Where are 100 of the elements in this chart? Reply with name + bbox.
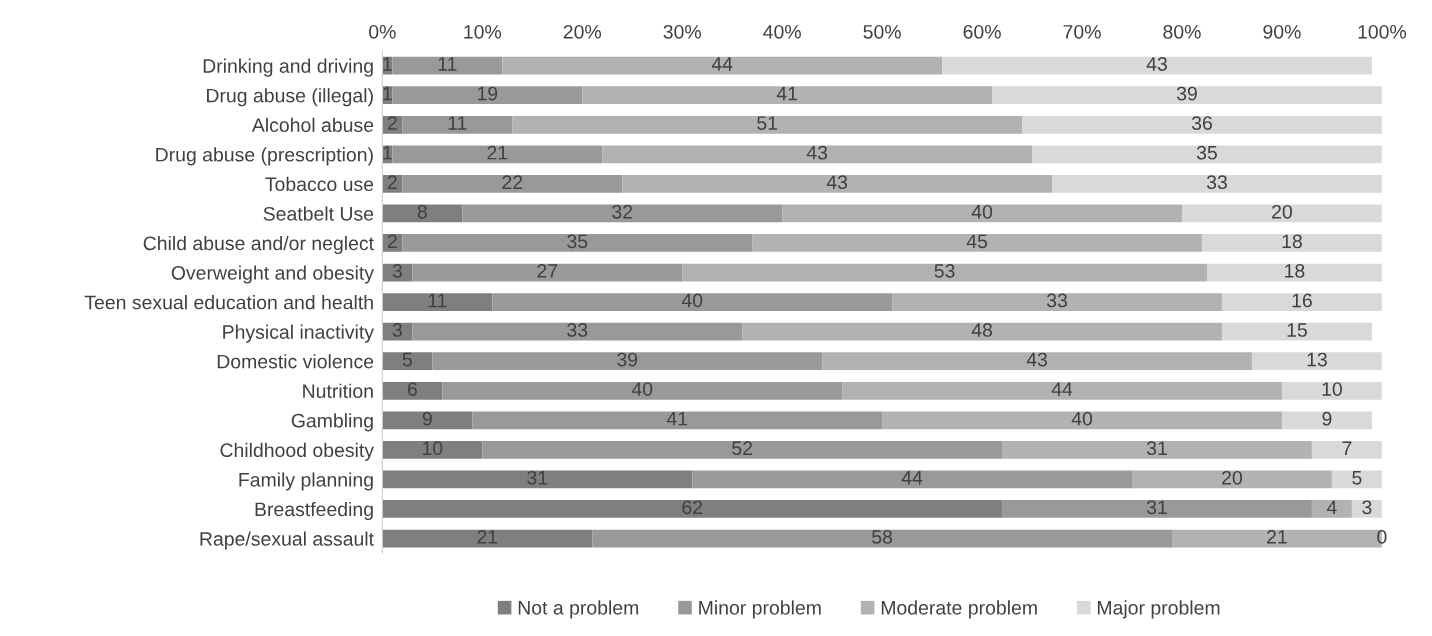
- bar: [1201, 234, 1382, 252]
- data-label: 18: [1282, 234, 1302, 249]
- x-tick-label: 80%: [1163, 24, 1201, 39]
- data-label: 21: [477, 529, 498, 544]
- bar: [492, 293, 893, 311]
- bar: [382, 441, 483, 459]
- data-label: 22: [502, 175, 523, 189]
- bar: [1281, 411, 1372, 430]
- data-label: 45: [966, 234, 988, 249]
- data-label: 40: [971, 204, 993, 219]
- bar: [892, 293, 1222, 311]
- data-label: 20: [1272, 204, 1292, 219]
- data-label: 31: [1146, 441, 1167, 456]
- legend-label: Moderate problem: [881, 600, 1037, 619]
- y-tick-label: Breastfeeding: [255, 501, 373, 521]
- bar: [382, 470, 693, 489]
- bar: [1311, 441, 1382, 459]
- bar: [1002, 500, 1312, 518]
- data-label: 43: [1026, 352, 1047, 367]
- bar: [382, 411, 473, 430]
- data-label: 53: [934, 264, 955, 278]
- data-label: 6: [407, 382, 417, 396]
- x-tick-label: 30%: [663, 24, 701, 39]
- y-tick-label: Alcohol abuse: [251, 117, 374, 133]
- bar: [882, 411, 1282, 430]
- bar: [392, 86, 583, 105]
- y-tick-label: Rape/sexual assault: [200, 531, 374, 550]
- data-label: 0: [1377, 529, 1387, 544]
- y-tick-label: Tobacco use: [265, 176, 374, 192]
- y-tick-label: Domestic violence: [217, 354, 374, 369]
- data-label: 52: [732, 441, 753, 456]
- bar: [1206, 263, 1382, 282]
- bar: [1311, 500, 1352, 518]
- bar: [1052, 175, 1382, 193]
- data-label: 5: [1352, 471, 1362, 485]
- data-label: 5: [402, 352, 412, 367]
- data-label: 39: [1176, 86, 1197, 101]
- bar: [392, 56, 503, 75]
- data-label: 10: [422, 441, 443, 456]
- data-label: 4: [1326, 500, 1337, 515]
- data-label: 2: [387, 234, 397, 249]
- bar: [382, 352, 433, 371]
- bar: [602, 145, 1033, 164]
- bar: [402, 175, 623, 193]
- data-label: 27: [537, 264, 558, 278]
- x-tick-label: 0%: [369, 24, 396, 39]
- data-label: 11: [428, 293, 447, 308]
- bar: [782, 204, 1182, 223]
- data-label: 41: [776, 86, 798, 101]
- y-tick-label: Overweight and obesity: [171, 265, 374, 284]
- data-label: 44: [711, 57, 733, 71]
- bar: [1251, 352, 1382, 371]
- data-label: 43: [826, 175, 848, 190]
- y-tick-label: Seatbelt Use: [263, 206, 374, 221]
- data-label: 41: [666, 411, 688, 426]
- data-label: 58: [872, 529, 893, 544]
- bar: [402, 234, 753, 252]
- x-tick-label: 10%: [464, 24, 502, 39]
- y-tick-label: Nutrition: [303, 383, 373, 398]
- bar: [1022, 115, 1382, 134]
- data-label: 19: [477, 86, 498, 101]
- x-tick-label: 50%: [863, 24, 901, 39]
- data-label: 43: [806, 145, 828, 160]
- bar: [1221, 293, 1382, 311]
- bar: [1181, 204, 1382, 223]
- bar: [992, 86, 1382, 105]
- y-tick-label: Drug abuse (illegal): [207, 88, 373, 107]
- legend-label: Minor problem: [699, 600, 821, 619]
- bar: [1221, 322, 1372, 341]
- data-label: 39: [617, 352, 638, 367]
- bar: [382, 204, 463, 223]
- data-label: 10: [1322, 382, 1342, 396]
- x-tick-label: 20%: [563, 24, 602, 39]
- data-label: 2: [387, 175, 397, 189]
- data-label: 1: [383, 57, 392, 71]
- data-label: 18: [1285, 264, 1305, 278]
- y-tick-label: Child abuse and/or neglect: [143, 235, 374, 255]
- bar: [842, 381, 1282, 400]
- data-label: 33: [1046, 293, 1067, 308]
- data-label: 33: [1206, 175, 1227, 190]
- data-label: 44: [901, 471, 923, 485]
- bar: [462, 204, 783, 223]
- data-label: 48: [971, 323, 993, 337]
- data-label: 1: [383, 145, 392, 160]
- data-label: 40: [681, 293, 703, 308]
- data-label: 9: [422, 411, 432, 426]
- bar: [382, 381, 443, 400]
- y-tick-label: Drug abuse (prescription): [156, 147, 373, 166]
- y-tick-label: Drinking and driving: [203, 58, 373, 77]
- data-label: 40: [1071, 411, 1093, 426]
- x-tick-label: 70%: [1063, 24, 1101, 39]
- data-label: 40: [631, 382, 653, 396]
- bar: [432, 352, 823, 371]
- bar: [822, 352, 1252, 371]
- data-label: 7: [1342, 441, 1352, 455]
- bar: [622, 175, 1053, 193]
- bar: [382, 529, 593, 548]
- data-label: 11: [448, 116, 467, 130]
- bar: [412, 322, 743, 341]
- legend-label: Major problem: [1097, 600, 1220, 619]
